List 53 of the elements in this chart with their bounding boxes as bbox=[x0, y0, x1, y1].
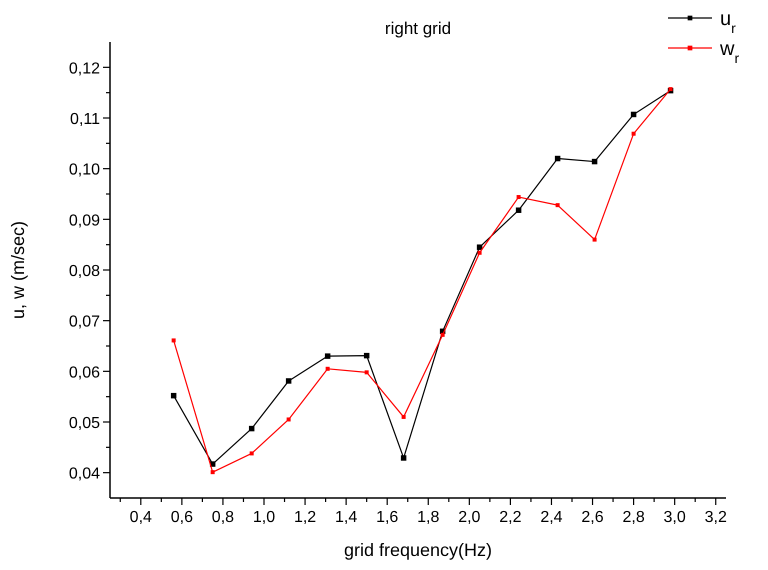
point bbox=[516, 207, 522, 213]
point bbox=[286, 378, 292, 384]
y-tick-label: 0,09 bbox=[68, 212, 100, 230]
y-tick-label: 0,06 bbox=[68, 364, 100, 382]
chart-title: right grid bbox=[384, 19, 452, 38]
point bbox=[476, 244, 482, 250]
point bbox=[364, 370, 369, 374]
x-tick-label: 0,6 bbox=[170, 509, 194, 526]
point bbox=[286, 417, 291, 422]
point bbox=[210, 470, 215, 474]
x-axis-title: grid frequency(Hz) bbox=[344, 540, 492, 560]
y-tick-label: 0,04 bbox=[68, 466, 100, 483]
point bbox=[250, 451, 254, 456]
point bbox=[516, 195, 521, 200]
point bbox=[592, 238, 597, 242]
point bbox=[440, 332, 445, 337]
x-tick-label: 3,2 bbox=[704, 509, 727, 526]
point bbox=[630, 112, 636, 118]
x-tick-label: 2,4 bbox=[540, 509, 563, 526]
y-tick-label: 0,08 bbox=[68, 263, 100, 280]
legend-label: u$_{r}$ bbox=[720, 8, 736, 36]
point bbox=[400, 455, 406, 461]
x-tick-label: 1,6 bbox=[376, 509, 398, 526]
point bbox=[478, 250, 482, 255]
x-tick-label: 2,2 bbox=[499, 509, 522, 526]
point bbox=[632, 132, 636, 136]
y-tick-label: 0,05 bbox=[68, 415, 100, 432]
y-axis-title: u, w (m/sec) bbox=[8, 220, 28, 320]
legend-label: w$_{r}$ bbox=[719, 38, 740, 66]
point bbox=[248, 426, 254, 432]
point bbox=[364, 352, 370, 358]
x-tick-label: 1,0 bbox=[252, 509, 276, 526]
point bbox=[554, 156, 560, 162]
y-tick-label: 0,07 bbox=[68, 314, 100, 331]
y-tick-label: 0,10 bbox=[68, 162, 100, 179]
point bbox=[402, 414, 406, 419]
x-tick-label: 0,4 bbox=[130, 509, 152, 526]
point bbox=[592, 158, 598, 164]
point bbox=[324, 353, 330, 359]
point bbox=[556, 203, 560, 208]
x-tick-label: 0,8 bbox=[212, 509, 234, 526]
x-tick-label: 1,4 bbox=[335, 509, 358, 526]
y-tick-label: 0,12 bbox=[68, 60, 100, 78]
x-tick-label: 3,0 bbox=[664, 509, 686, 526]
x-tick-label: 2,0 bbox=[458, 509, 481, 526]
x-tick-label: 1,2 bbox=[294, 509, 316, 526]
x-tick-label: 2,8 bbox=[622, 509, 645, 526]
x-tick-label: 2,6 bbox=[581, 509, 604, 526]
point bbox=[170, 392, 176, 398]
y-tick-label: 0,11 bbox=[70, 111, 100, 128]
x-tick-label: 1,8 bbox=[417, 509, 440, 526]
point bbox=[172, 338, 176, 342]
point bbox=[326, 366, 330, 371]
